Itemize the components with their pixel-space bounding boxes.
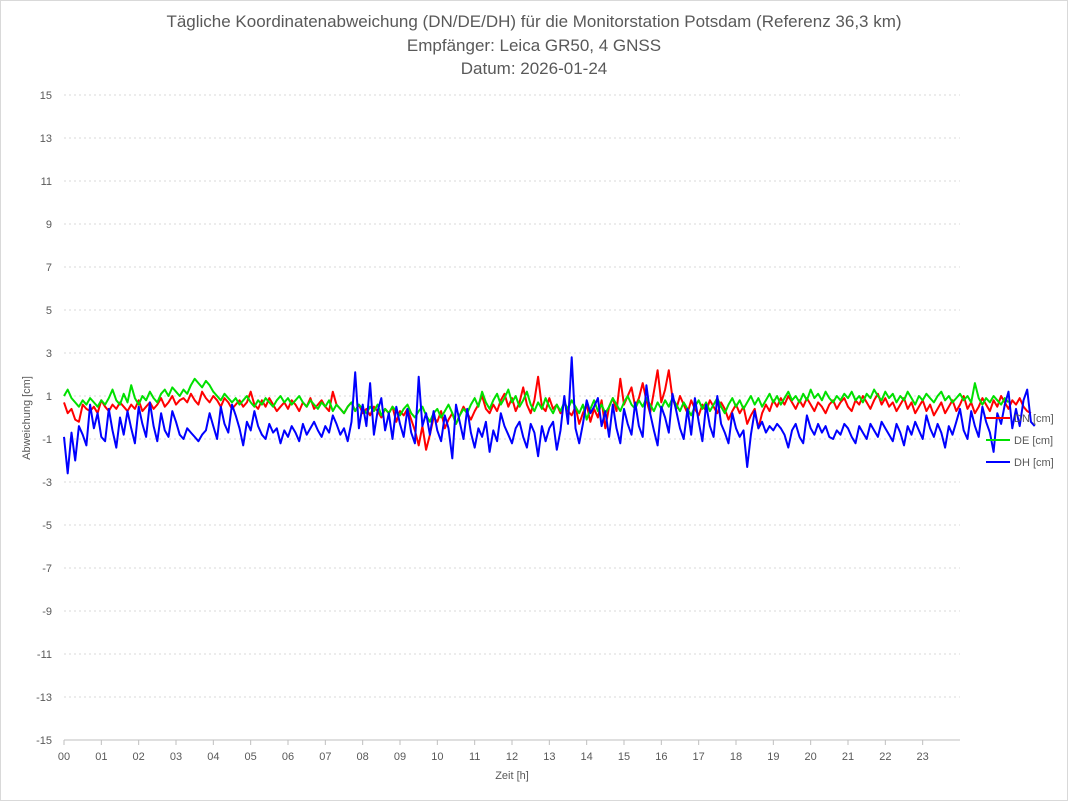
series-line-de	[63, 377, 1010, 425]
legend: DN [cm] DE [cm] DH [cm]	[986, 413, 1054, 469]
x-tick-label: 10	[431, 751, 443, 763]
y-axis-ticks: 15 13 11 9 7 5 3 1 -1 -3 -5 -7 -9 -11 -13 -15	[36, 90, 52, 747]
x-tick-label: 18	[730, 751, 742, 763]
series-line-dh	[63, 356, 1036, 475]
y-tick-label: 5	[46, 305, 52, 317]
legend-label: DE [cm]	[1014, 435, 1053, 447]
x-axis-title: Zeit [h]	[495, 770, 529, 782]
y-axis-title: Abweichung [cm]	[21, 376, 33, 460]
x-tick-label: 08	[357, 751, 369, 763]
y-tick-label: -9	[42, 606, 52, 618]
y-tick-label: -15	[36, 735, 52, 747]
chart-title: Tägliche Koordinatenabweichung (DN/DE/DH…	[166, 12, 902, 31]
legend-label: DH [cm]	[1014, 457, 1054, 469]
x-axis-ticks: 00 01 02 03 04 05 06 07 08 09 10 11 12 13 14 15 16 17 18 19…	[58, 740, 929, 763]
x-tick-label: 22	[879, 751, 891, 763]
x-tick-label: 01	[95, 751, 107, 763]
y-tick-label: -1	[42, 434, 52, 446]
x-tick-label: 04	[207, 751, 219, 763]
y-tick-label: -3	[42, 477, 52, 489]
x-tick-label: 00	[58, 751, 70, 763]
x-tick-label: 03	[170, 751, 182, 763]
y-tick-label: -7	[42, 563, 52, 575]
y-tick-label: 1	[46, 391, 52, 403]
x-tick-label: 23	[917, 751, 929, 763]
chart-subtitle: Empfänger: Leica GR50, 4 GNSS	[406, 36, 662, 55]
y-tick-label: 13	[40, 133, 52, 145]
gridlines	[64, 94, 960, 741]
x-tick-label: 14	[581, 751, 593, 763]
y-tick-label: -13	[36, 692, 52, 704]
x-tick-label: 19	[767, 751, 779, 763]
y-tick-label: 7	[46, 262, 52, 274]
y-tick-label: 15	[40, 90, 52, 102]
x-tick-label: 09	[394, 751, 406, 763]
x-tick-label: 20	[805, 751, 817, 763]
chart-date: Datum: 2026-01-24	[460, 59, 608, 78]
series-lines	[63, 356, 1036, 475]
x-tick-label: 05	[245, 751, 257, 763]
x-tick-label: 17	[693, 751, 705, 763]
x-tick-label: 15	[618, 751, 630, 763]
y-tick-label: 9	[46, 219, 52, 231]
x-tick-label: 12	[506, 751, 518, 763]
x-tick-label: 06	[282, 751, 294, 763]
x-tick-label: 02	[133, 751, 145, 763]
x-tick-label: 13	[543, 751, 555, 763]
x-tick-label: 21	[842, 751, 854, 763]
x-tick-label: 16	[655, 751, 667, 763]
legend-label: DN [cm]	[1014, 413, 1054, 425]
x-tick-label: 07	[319, 751, 331, 763]
y-tick-label: 3	[46, 348, 52, 360]
y-tick-label: 11	[41, 176, 52, 188]
y-tick-label: -11	[37, 649, 52, 661]
x-tick-label: 11	[469, 751, 480, 763]
y-tick-label: -5	[42, 520, 52, 532]
